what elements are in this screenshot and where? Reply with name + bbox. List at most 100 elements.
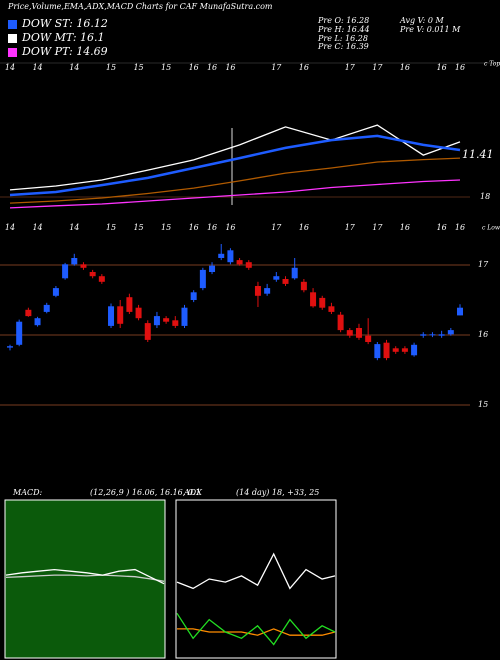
candle-body <box>126 297 133 312</box>
x-tick-label: 16 <box>400 223 410 232</box>
candle-body <box>457 307 463 316</box>
legend-label: DOW ST: 16.12 <box>21 17 108 30</box>
candle-body <box>392 348 399 352</box>
legend-swatch <box>8 34 17 43</box>
info-text: Pre V: 0.011 M <box>399 25 461 34</box>
candle-body <box>227 250 234 263</box>
candle-body <box>355 328 362 338</box>
x-tick-label: 16 <box>225 63 235 72</box>
candle-body <box>374 344 381 359</box>
candle-body <box>25 309 32 317</box>
x-tick-label: 15 <box>133 63 143 72</box>
legend-swatch <box>8 20 17 29</box>
candle-body <box>52 288 59 296</box>
candle-body <box>71 258 78 265</box>
x-tick-label: 14 <box>5 63 15 72</box>
candle-body <box>264 288 271 294</box>
info-text: Avg V: 0 M <box>399 16 444 25</box>
x-tick-label: 14 <box>69 63 79 72</box>
x-tick-label: 16 <box>455 223 465 232</box>
indicator-line <box>177 628 336 636</box>
x-tick-label: 16 <box>225 223 235 232</box>
candle-body <box>346 330 353 336</box>
candle-body <box>420 334 427 336</box>
x-tick-label: 17 <box>271 223 282 232</box>
candle-body <box>199 269 206 289</box>
candle-body <box>429 334 436 336</box>
indicator-line <box>5 574 165 582</box>
candle-body <box>80 264 87 268</box>
candle-body <box>365 335 372 342</box>
x-tick-label: 17 <box>271 63 282 72</box>
indicator-line <box>5 568 165 585</box>
candle-body <box>319 297 326 308</box>
x-tick-label: 17 <box>345 63 356 72</box>
legend-label: DOW PT: 14.69 <box>21 45 108 58</box>
candle-body <box>438 334 445 336</box>
candle-body <box>7 346 13 348</box>
candle-body <box>236 260 243 265</box>
candle-body <box>172 320 179 326</box>
x-tick-label: 16 <box>455 63 465 72</box>
x-tick-label: 16 <box>189 223 199 232</box>
candle-body <box>163 318 170 322</box>
x-tick-label: 17 <box>372 63 383 72</box>
info-text: Pre L: 16.28 <box>317 34 368 43</box>
indicator-line <box>9 124 461 191</box>
indicator-panel <box>175 499 337 659</box>
candle-body <box>411 344 418 356</box>
candle-body <box>300 281 307 291</box>
y-tick-label: 17 <box>478 260 489 269</box>
indicator-title: MACD: <box>12 488 43 497</box>
indicator-line <box>176 612 336 646</box>
candle-body <box>337 314 344 331</box>
y-tick-label: 16 <box>478 330 488 339</box>
info-text: Pre C: 16.39 <box>317 42 369 51</box>
candle-body <box>89 272 96 277</box>
info-text: Pre O: 16.28 <box>317 16 369 25</box>
indicator-line <box>9 179 461 209</box>
indicator-subtitle: (14 day) 18, +33, 25 <box>236 488 319 497</box>
x-tick-label: 14 <box>32 63 42 72</box>
candle-body <box>310 292 317 307</box>
candle-body <box>34 318 41 326</box>
indicator-panel <box>4 499 166 659</box>
candle-body <box>291 267 298 279</box>
info-text: Pre H: 16.44 <box>317 25 370 34</box>
x-tick-label: 17 <box>372 223 383 232</box>
x-tick-label: 16 <box>207 63 217 72</box>
x-tick-label: 14 <box>5 223 15 232</box>
annotation: 18 <box>480 192 490 201</box>
x-tick-label: 14 <box>69 223 79 232</box>
x-tick-label: 15 <box>133 223 143 232</box>
candle-body <box>16 321 23 345</box>
candle-body <box>218 253 225 258</box>
candle-body <box>245 262 252 268</box>
candle-body <box>447 330 454 335</box>
indicator-line <box>9 157 461 204</box>
annotation: c Lows <box>482 225 500 232</box>
annotation: c Tops <box>484 61 500 68</box>
candle-body <box>254 286 261 296</box>
candle-body <box>401 348 408 352</box>
x-tick-label: 16 <box>437 223 447 232</box>
indicator-subtitle: (12,26,9 ) 16.06, 16.16, 0.1 <box>90 488 201 497</box>
x-tick-label: 16 <box>299 223 309 232</box>
page-title: Price,Volume,EMA,ADX,MACD Charts for CAF… <box>7 2 273 11</box>
indicator-title: ADX <box>183 488 202 497</box>
candle-body <box>144 323 151 340</box>
candle-body <box>190 292 197 300</box>
candle-body <box>43 304 50 312</box>
x-tick-label: 15 <box>161 223 171 232</box>
x-tick-label: 16 <box>299 63 309 72</box>
x-tick-label: 16 <box>207 223 217 232</box>
x-tick-label: 16 <box>189 63 199 72</box>
candle-body <box>62 264 69 279</box>
candle-body <box>181 307 188 326</box>
candle-body <box>117 306 124 324</box>
annotation: 11.41 <box>462 148 494 161</box>
candle-body <box>98 276 105 282</box>
candle-body <box>383 342 390 359</box>
x-tick-label: 16 <box>437 63 447 72</box>
